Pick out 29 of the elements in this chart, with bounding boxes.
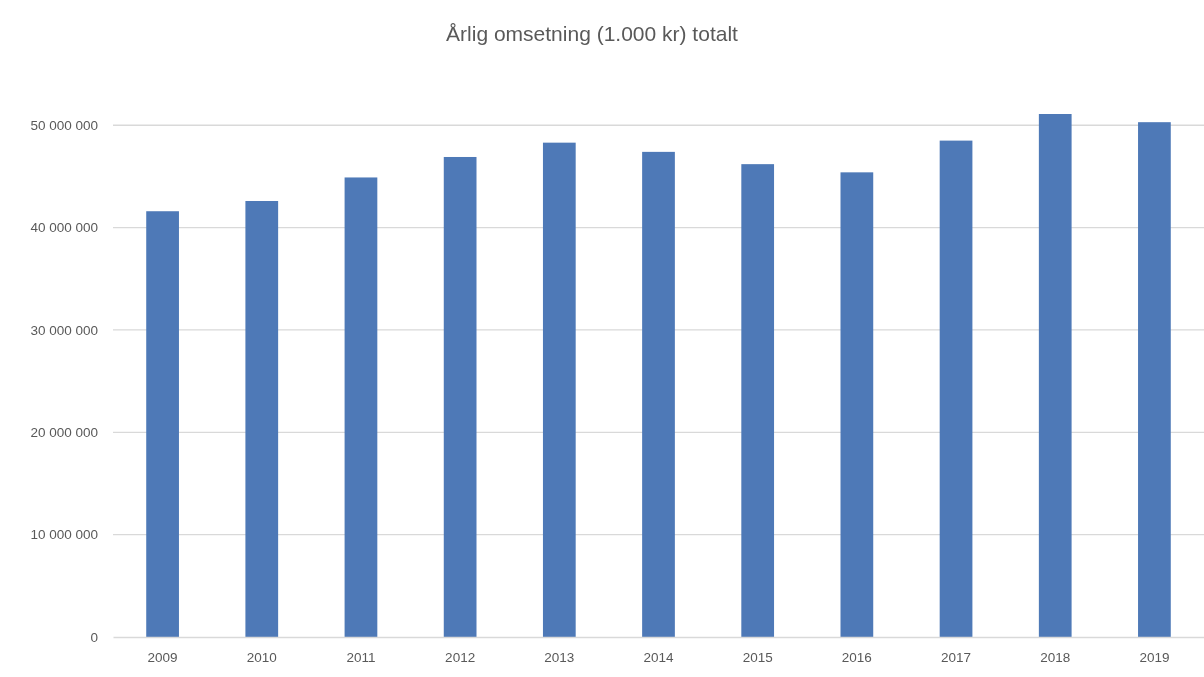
x-tick-label: 2015 [742,649,773,665]
x-tick-label: 2014 [643,649,674,665]
x-tick-label: 2018 [1040,649,1071,665]
x-tick-label: 2016 [841,649,872,665]
bar [939,140,973,637]
y-tick-label: 0 [90,629,98,645]
bar [245,201,279,637]
bar [840,172,874,637]
x-tick-label: 2019 [1139,649,1170,665]
bar [642,151,675,637]
y-tick-label: 50 000 000 [30,118,98,134]
bar [1038,114,1072,637]
y-tick-label: 20 000 000 [30,425,98,441]
bar [443,156,477,637]
chart-title: Årlig omsetning (1.000 kr) totalt [446,22,739,45]
bar [344,177,378,637]
x-tick-label: 2009 [147,649,178,665]
x-tick-label: 2013 [544,649,575,665]
y-tick-label: 40 000 000 [30,220,98,236]
x-tick-label: 2010 [246,649,277,665]
y-tick-label: 30 000 000 [30,322,98,338]
x-tick-label: 2017 [941,649,972,665]
bar [741,164,775,637]
x-tick-label: 2012 [445,649,476,665]
y-tick-label: 10 000 000 [30,527,98,543]
bar [542,142,576,637]
bar [146,211,179,637]
x-tick-label: 2011 [346,649,376,665]
bar [1138,122,1171,637]
